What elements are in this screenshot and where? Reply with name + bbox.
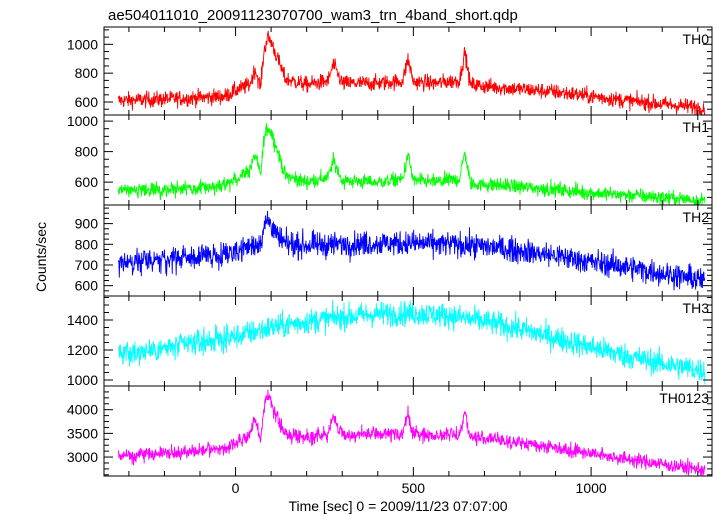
x-tick-label: 0 xyxy=(232,480,240,496)
panel-th0: 600 800 1000 TH0 xyxy=(67,26,713,116)
panel-th2: 600 700 800 900 TH2 xyxy=(75,204,713,297)
panel-label: TH2 xyxy=(683,209,710,225)
y-tick-label: 1200 xyxy=(67,342,98,358)
panel-label: TH0 xyxy=(683,31,710,47)
panel-label: TH0123 xyxy=(659,390,709,406)
panel-th1: 600 800 1000 TH1 xyxy=(67,113,713,206)
panel-th3: 1000 1200 1400 TH3 xyxy=(67,295,713,388)
y-tick-label: 600 xyxy=(75,278,99,294)
series-line-th3 xyxy=(117,300,706,385)
y-tick-label: 900 xyxy=(75,216,99,232)
y-tick-label: 1400 xyxy=(67,312,98,328)
panels-group: 600 800 1000 TH0 600 800 1000 TH1 600 700 800 900 TH… xyxy=(67,26,713,496)
y-tick-label: 1000 xyxy=(67,372,98,388)
panel-th0123: 3000 3500 4000 TH0123 xyxy=(67,385,713,477)
y-tick-label: 800 xyxy=(75,236,99,252)
panel-frame xyxy=(103,385,713,477)
y-tick-label: 4000 xyxy=(67,402,98,418)
series-line-th0 xyxy=(117,30,706,116)
y-tick-label: 1000 xyxy=(67,113,98,129)
x-tick-label: 1000 xyxy=(576,480,607,496)
panel-label: TH1 xyxy=(683,119,710,135)
x-axis-label: Time [sec] 0 = 2009/11/23 07:07:00 xyxy=(288,498,507,514)
y-tick-label: 3000 xyxy=(67,449,98,465)
series-line-th0123 xyxy=(117,389,706,477)
y-tick-label: 800 xyxy=(75,144,99,160)
figure-title: ae504011010_20091123070700_wam3_trn_4ban… xyxy=(108,7,518,24)
y-tick-label: 600 xyxy=(75,174,99,190)
series-line-th2 xyxy=(117,210,706,291)
y-axis-label: Counts/sec xyxy=(33,222,49,292)
series-line-th1 xyxy=(117,123,706,206)
x-tick-label: 500 xyxy=(402,480,426,496)
y-tick-label: 700 xyxy=(75,257,99,273)
y-tick-label: 600 xyxy=(75,94,99,110)
y-tick-label: 800 xyxy=(75,65,99,81)
panel-label: TH3 xyxy=(683,300,710,316)
y-tick-label: 3500 xyxy=(67,425,98,441)
y-tick-label: 1000 xyxy=(67,36,98,52)
